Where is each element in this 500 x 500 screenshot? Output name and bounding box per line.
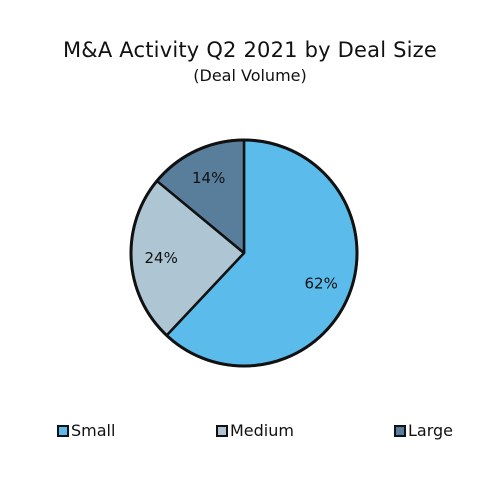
legend-label-large: Large (408, 421, 454, 440)
legend-swatch-large (394, 424, 406, 437)
pie-labels: 62% 24% 14% (144, 169, 337, 293)
pie-outline (129, 138, 359, 368)
chart-legend: Small Medium Large (0, 421, 500, 445)
pie-label-medium: 24% (144, 249, 177, 267)
chart-title: M&A Activity Q2 2021 by Deal Size (62, 38, 438, 62)
pie-label-small: 62% (304, 275, 337, 293)
legend-swatch-medium (216, 424, 228, 437)
legend-item-small: Small (57, 421, 115, 440)
legend-swatch-small (57, 424, 69, 437)
legend-item-large: Large (394, 421, 453, 440)
legend-label-small: Small (71, 421, 116, 440)
chart-subtitle: (Deal Volume) (193, 66, 307, 85)
pie-label-large: 14% (192, 169, 225, 187)
legend-label-medium: Medium (230, 421, 294, 440)
legend-item-medium: Medium (216, 421, 294, 440)
